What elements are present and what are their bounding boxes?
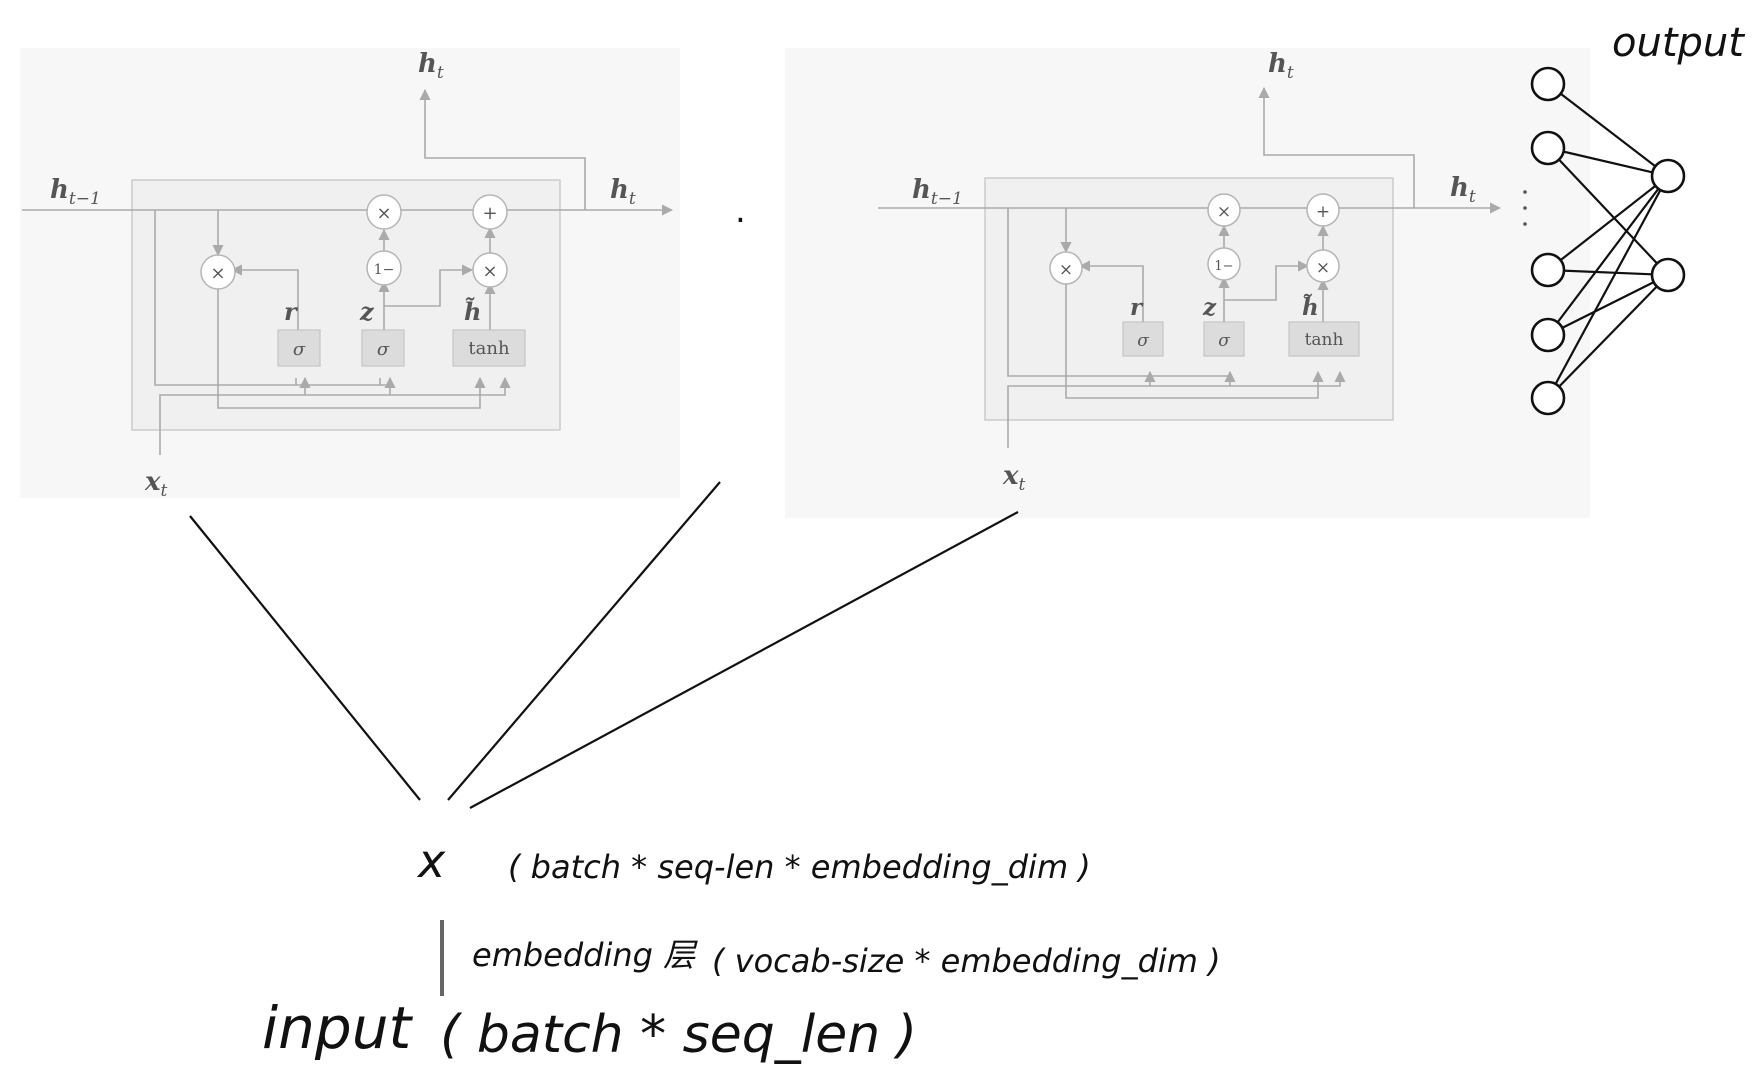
input-neuron-2	[1530, 130, 1566, 166]
neuron-dot-2	[1523, 206, 1527, 210]
gru-right-x-label: xt	[1002, 461, 1026, 495]
gru-left-z-label: z	[359, 297, 375, 326]
x-symbol: x	[416, 834, 446, 888]
gru-right-add-op	[1306, 193, 1340, 227]
gru-cell-right: × + × 1− × σ σ tanh r z h̃ ht−1 ht ht xt	[785, 48, 1590, 518]
gru-left-oneminus-label: 1−	[374, 262, 395, 278]
conn-3-2	[1547, 268, 1669, 277]
gru-left-mul-bottom-label: ×	[482, 261, 497, 282]
fanout-line-left	[189, 515, 421, 801]
annotations: x ( batch * seq-len * embedding_dim ) em…	[262, 834, 1221, 1065]
gru-left-hright-label: ht	[610, 175, 636, 209]
embedding-shape-label: ( vocab-size * embedding_dim )	[712, 942, 1221, 980]
gru-left-mul-top-label: ×	[376, 203, 391, 224]
gru-left-x-label: xt	[144, 467, 168, 501]
gru-left-add-op	[472, 194, 508, 230]
conn-2-1	[1547, 146, 1669, 178]
gru-right-oneminus-op	[1207, 247, 1241, 281]
gru-right-sigma-r-box	[1122, 321, 1164, 357]
neuron-dot-3	[1523, 222, 1527, 226]
input-neuron-4	[1530, 317, 1566, 353]
conn-4-1	[1547, 175, 1669, 336]
gru-left-hprev-label: ht−1	[50, 175, 101, 209]
gru-left-reset-mul-wire	[217, 285, 486, 409]
gru-right-r-label: r	[1130, 294, 1144, 321]
gru-right-hright-label: ht	[1450, 173, 1476, 207]
gru-left-x-bus	[159, 376, 511, 455]
gru-right-reset-out-wire	[1078, 260, 1144, 322]
gru-left-tanh-label: tanh	[468, 338, 510, 359]
output-neuron-1	[1650, 158, 1686, 194]
gru-left-htop-label: ht	[418, 49, 444, 83]
input-shape-label: ( batch * seq_len )	[440, 1005, 917, 1065]
output-network: output	[1523, 20, 1745, 416]
output-label: output	[1612, 20, 1745, 66]
gru-right-reset-mul-wire	[1065, 282, 1324, 399]
gru-right-reset-mul-op	[1049, 251, 1083, 285]
gru-left-hprev-wire	[154, 210, 390, 386]
gru-right-z-to-mul-wire	[1224, 260, 1310, 301]
conn-5-2	[1547, 274, 1669, 399]
gru-left-mul-bottom-op	[472, 252, 508, 288]
embedding-fanout-lines	[189, 481, 1019, 809]
fanout-line-right	[469, 511, 1019, 809]
gru-left-oneminus-op	[366, 250, 402, 286]
gru-right-mul-bottom-label: ×	[1316, 258, 1330, 278]
conn-5-1	[1547, 175, 1669, 399]
input-neuron-3	[1530, 252, 1566, 288]
gru-right-htop-label: ht	[1268, 49, 1294, 83]
input-neuron-1	[1530, 66, 1566, 102]
x-shape-label: ( batch * seq-len * embedding_dim )	[508, 848, 1091, 886]
input-neuron-5	[1530, 380, 1566, 416]
gru-left-sigma-r-label: σ	[293, 339, 306, 360]
fanout-line-middle	[447, 481, 721, 801]
gru-right-oneminus-label: 1−	[1214, 259, 1233, 274]
input-label: input	[262, 994, 413, 1062]
network-connections	[1547, 83, 1669, 399]
output-neuron-2	[1650, 257, 1686, 293]
gru-left-mul-top-op	[366, 194, 402, 230]
conn-2-2	[1547, 147, 1669, 276]
gru-left-tanh-box	[452, 329, 526, 367]
gru-left-reset-mul-op	[200, 254, 236, 290]
gru-right-tanh-box	[1288, 321, 1360, 357]
gru-right-sigma-r-label: σ	[1137, 331, 1149, 351]
gru-left-add-label: +	[482, 203, 497, 224]
gru-right-tanh-label: tanh	[1305, 330, 1344, 350]
gru-left-reset-mul-label: ×	[210, 263, 225, 284]
conn-4-2	[1547, 274, 1669, 336]
gru-right-x-bus	[1007, 370, 1346, 448]
gru-right-add-label: +	[1316, 202, 1330, 222]
gru-right-mul-top-label: ×	[1217, 202, 1231, 222]
gru-right-sigma-z-box	[1203, 321, 1245, 357]
gru-right-reset-mul-label: ×	[1059, 260, 1073, 280]
gru-left-sigma-z-label: σ	[377, 339, 390, 360]
neuron-dot-1	[1523, 190, 1527, 194]
gru-left-sigma-z-box	[361, 329, 405, 367]
gru-right-top-output-wire	[1258, 86, 1415, 208]
gru-right-mul-top-op	[1207, 193, 1241, 227]
embedding-label: embedding 层	[472, 936, 698, 974]
gru-cell-left: × + × 1− × σ σ tanh r z h̃ ht−1 ht ht xt	[20, 48, 680, 501]
gru-right-mul-bottom-op	[1306, 249, 1340, 283]
conn-1-1	[1547, 83, 1669, 177]
gru-left-r-label: r	[284, 297, 299, 326]
conn-3-1	[1547, 175, 1669, 271]
gru-left-reset-out-wire	[230, 264, 299, 330]
gru-right-z-label: z	[1202, 294, 1217, 321]
gru-right-sigma-z-label: σ	[1218, 331, 1230, 351]
gru-left-sigma-r-box	[277, 329, 321, 367]
gru-left-top-output-wire	[419, 88, 586, 210]
gru-right-hcand-label: h̃	[1302, 294, 1319, 321]
gru-left-z-to-mul-wire	[384, 264, 474, 307]
gru-right-hprev-label: ht−1	[912, 175, 963, 209]
gru-left-hcand-label: h̃	[464, 297, 481, 326]
